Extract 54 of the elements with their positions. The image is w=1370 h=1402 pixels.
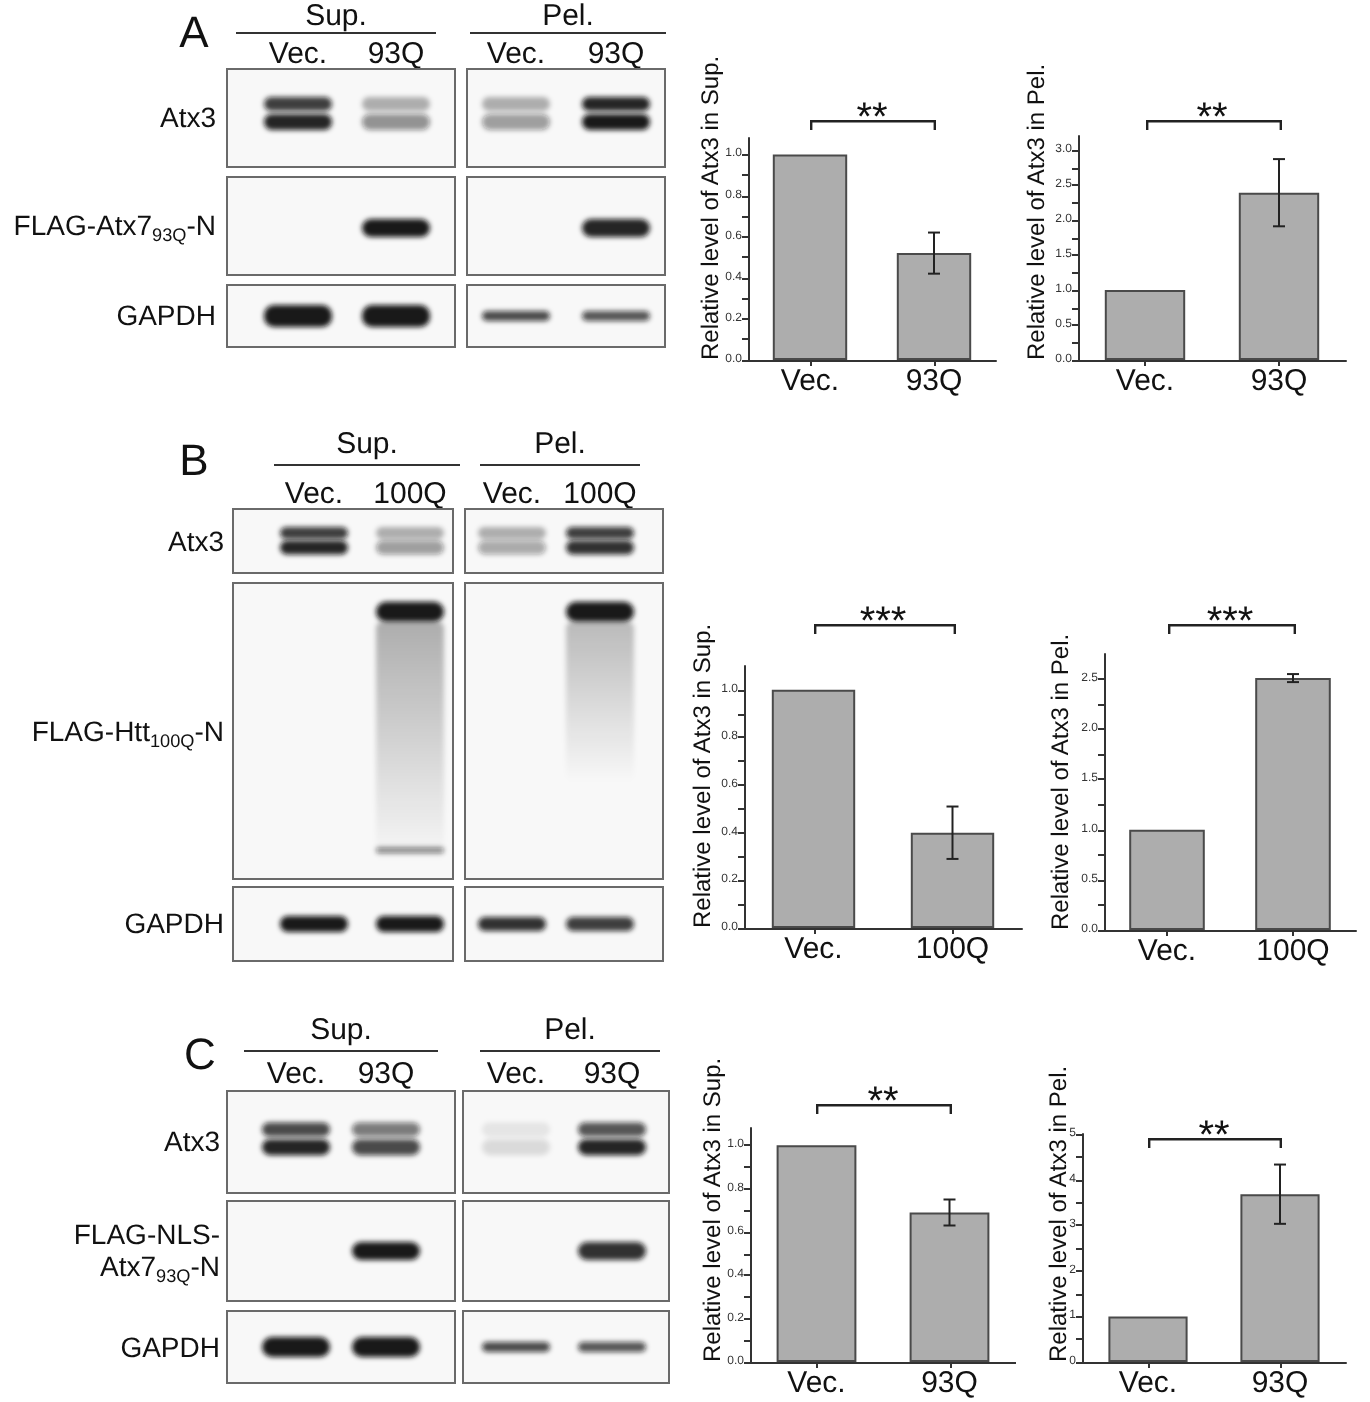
y-axis-title: Relative level of Atx3 in Pel. xyxy=(1044,1065,1072,1362)
x-tick-label: Vec. xyxy=(1118,1366,1178,1400)
x-tick-label: 100Q xyxy=(915,932,990,966)
annotation: ** xyxy=(856,96,888,140)
text: ** xyxy=(867,1080,899,1124)
x-tick-label: Vec. xyxy=(1137,934,1197,968)
category-label: FLAG-Atx7$_{93Q}$-N xyxy=(13,209,216,245)
x-tick-label: 93Q xyxy=(1250,364,1308,398)
category-label: 100Q xyxy=(373,476,447,512)
x-tick-label: Vec. xyxy=(784,932,843,966)
text: Pel. xyxy=(542,0,594,34)
category-label: Vec. xyxy=(486,1056,546,1091)
x-tick-label: Vec. xyxy=(1115,364,1175,398)
category-label: Vec. xyxy=(486,36,546,71)
text: Sup. xyxy=(336,426,398,462)
annotation: ** xyxy=(1196,96,1228,140)
category-label: 93Q xyxy=(587,36,645,71)
category-label: 93Q xyxy=(357,1056,415,1092)
category-label: FLAG-NLS-Atx7$_{93Q}$-N xyxy=(73,1217,220,1287)
x-tick-label: Vec. xyxy=(787,1366,846,1400)
annotation: ** xyxy=(1198,1114,1230,1158)
y-axis-title: Relative level of Atx3 in Sup. xyxy=(696,55,724,360)
category-label: Vec. xyxy=(284,476,344,512)
category-label: GAPDH xyxy=(124,907,224,940)
x-tick-label: 93Q xyxy=(905,364,963,398)
y-axis-title: Relative level of Atx3 in Sup. xyxy=(688,623,716,928)
x-tick-label: 93Q xyxy=(921,1366,978,1400)
text: Pel. xyxy=(534,426,586,462)
category-label: 93Q xyxy=(583,1056,641,1091)
text: Sup. xyxy=(310,1012,372,1048)
category-label: Atx3 xyxy=(167,524,224,557)
x-tick-label: Vec. xyxy=(780,364,840,398)
category-label: GAPDH xyxy=(120,1330,220,1363)
text: *** xyxy=(859,600,907,644)
x-tick-label: 93Q xyxy=(1251,1366,1309,1400)
category-label: GAPDH xyxy=(116,299,216,332)
text: B xyxy=(179,434,209,486)
y-axis-title: Relative level of Atx3 in Pel. xyxy=(1046,633,1074,930)
text: A xyxy=(179,6,209,58)
category-label: Vec. xyxy=(268,36,328,72)
category-label: FLAG-Htt$_{100Q}$-N xyxy=(31,714,224,750)
text: *** xyxy=(1206,600,1254,644)
category-label: Atx3 xyxy=(163,1125,220,1158)
category-label: 93Q xyxy=(367,36,425,72)
category-label: Vec. xyxy=(266,1056,326,1092)
y-axis-title: Relative level of Atx3 in Sup. xyxy=(698,1057,726,1362)
text: C xyxy=(184,1028,216,1080)
category-label: Vec. xyxy=(482,476,542,511)
text: Pel. xyxy=(544,1012,596,1048)
category-label: Atx3 xyxy=(159,101,216,134)
category-label: 100Q xyxy=(563,476,637,511)
text: Sup. xyxy=(305,0,367,34)
y-axis-title: Relative level of Atx3 in Pel. xyxy=(1022,63,1050,360)
x-tick-label: 100Q xyxy=(1256,934,1330,968)
